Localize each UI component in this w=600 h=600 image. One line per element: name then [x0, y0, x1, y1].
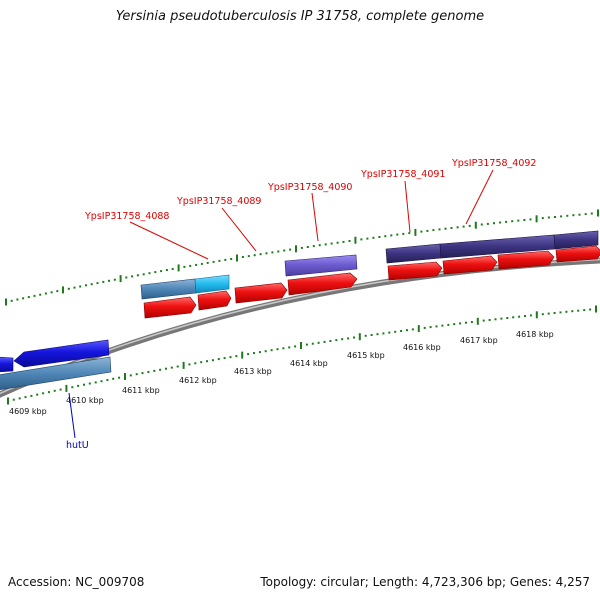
- gene-label-YpsIP31758_4092: YpsIP31758_4092: [451, 158, 536, 169]
- gene-label-YpsIP31758_4091: YpsIP31758_4091: [360, 169, 445, 180]
- gene-bar: [194, 274, 230, 294]
- gene-arrow-YpsIP31758_4089: [197, 290, 232, 311]
- gene-bar: [0, 356, 112, 390]
- gene-labels: YpsIP31758_4088 YpsIP31758_4089 YpsIP317…: [66, 158, 536, 451]
- gene-arrow: [497, 250, 555, 270]
- map-title: Yersinia pseudotuberculosis IP 31758, co…: [115, 9, 485, 24]
- gene-label-YpsIP31758_4088: YpsIP31758_4088: [84, 211, 169, 222]
- tick-label-4616: 4616 kbp: [403, 343, 441, 352]
- tick-label-4618: 4618 kbp: [516, 330, 554, 339]
- gene-bar: [385, 243, 442, 264]
- lower-tick-track: [7, 305, 597, 405]
- gene-bar: [284, 254, 358, 277]
- feature-track: [140, 230, 599, 300]
- gene-bar: [140, 278, 197, 300]
- gene-arrow-YpsIP31758_4092: [442, 255, 498, 275]
- gene-label-YpsIP31758_4089: YpsIP31758_4089: [176, 196, 261, 207]
- tick-label-4614: 4614 kbp: [290, 359, 328, 368]
- tick-label-4611: 4611 kbp: [122, 386, 160, 395]
- label-leaders: [68, 169, 494, 439]
- minus-strand-genes: [0, 339, 112, 390]
- tick-label-4617: 4617 kbp: [460, 336, 498, 345]
- tick-label-4610: 4610 kbp: [66, 396, 104, 405]
- accession-text: Accession: NC_009708: [8, 575, 145, 589]
- tick-label-4609: 4609 kbp: [9, 407, 47, 416]
- gene-arrow-YpsIP31758_4088: [143, 296, 197, 319]
- scale-labels: 4609 kbp 4610 kbp 4611 kbp 4612 kbp 4613…: [9, 330, 554, 416]
- gene-arrow-hutU: [13, 339, 110, 368]
- gene-arrow-YpsIP31758_4091: [387, 261, 443, 281]
- gene-bar: [553, 230, 599, 250]
- gene-label-hutU: hutU: [66, 440, 89, 451]
- upper-tick-track: [5, 209, 599, 306]
- tick-label-4613: 4613 kbp: [234, 367, 272, 376]
- tick-label-4612: 4612 kbp: [179, 376, 217, 385]
- gene-arrow-YpsIP31758_4089b: [234, 282, 288, 304]
- gene-label-YpsIP31758_4090: YpsIP31758_4090: [267, 182, 352, 193]
- plus-strand-genes: [143, 245, 600, 319]
- tick-label-4615: 4615 kbp: [347, 351, 385, 360]
- genome-stats-text: Topology: circular; Length: 4,723,306 bp…: [260, 575, 590, 589]
- gene-arrow-YpsIP31758_4090: [287, 272, 358, 296]
- gene-arrow: [0, 356, 14, 373]
